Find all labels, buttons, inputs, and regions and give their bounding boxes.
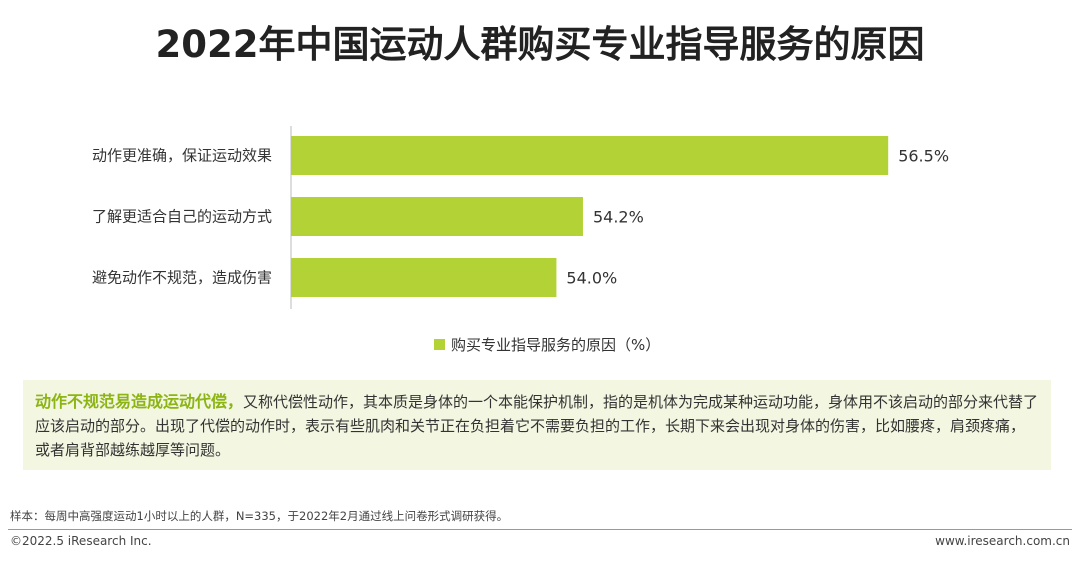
bar (291, 136, 889, 175)
explanation-highlight: 动作不规范易造成运动代偿， (35, 392, 244, 411)
value-label: 56.5% (898, 147, 949, 166)
legend-label: 购买专业指导服务的原因（%） (451, 336, 661, 354)
sample-note: 样本：每周中高强度运动1小时以上的人群，N=335，于2022年2月通过线上问卷… (10, 509, 509, 523)
value-label: 54.0% (566, 269, 617, 288)
category-label: 避免动作不规范，造成伤害 (92, 269, 272, 287)
explanation-body: 又称代偿性动作，其本质是身体的一个本能保护机制，指的是机体为完成某种运动功能，身… (35, 393, 1039, 459)
explanation-box: 动作不规范易造成运动代偿，又称代偿性动作，其本质是身体的一个本能保护机制，指的是… (23, 380, 1051, 470)
legend-swatch (434, 339, 445, 350)
copyright-text: ©2022.5 iResearch Inc. (10, 534, 152, 548)
bar (291, 197, 583, 236)
category-label: 动作更准确，保证运动效果 (92, 147, 272, 165)
website-url: www.iresearch.com.cn (935, 534, 1070, 548)
bar (291, 258, 557, 297)
category-label: 了解更适合自己的运动方式 (92, 208, 272, 226)
chart-legend: 购买专业指导服务的原因（%） (434, 334, 660, 355)
footer-divider (8, 529, 1072, 530)
page-title: 2022年中国运动人群购买专业指导服务的原因 (155, 23, 925, 66)
value-label: 54.2% (593, 208, 644, 227)
